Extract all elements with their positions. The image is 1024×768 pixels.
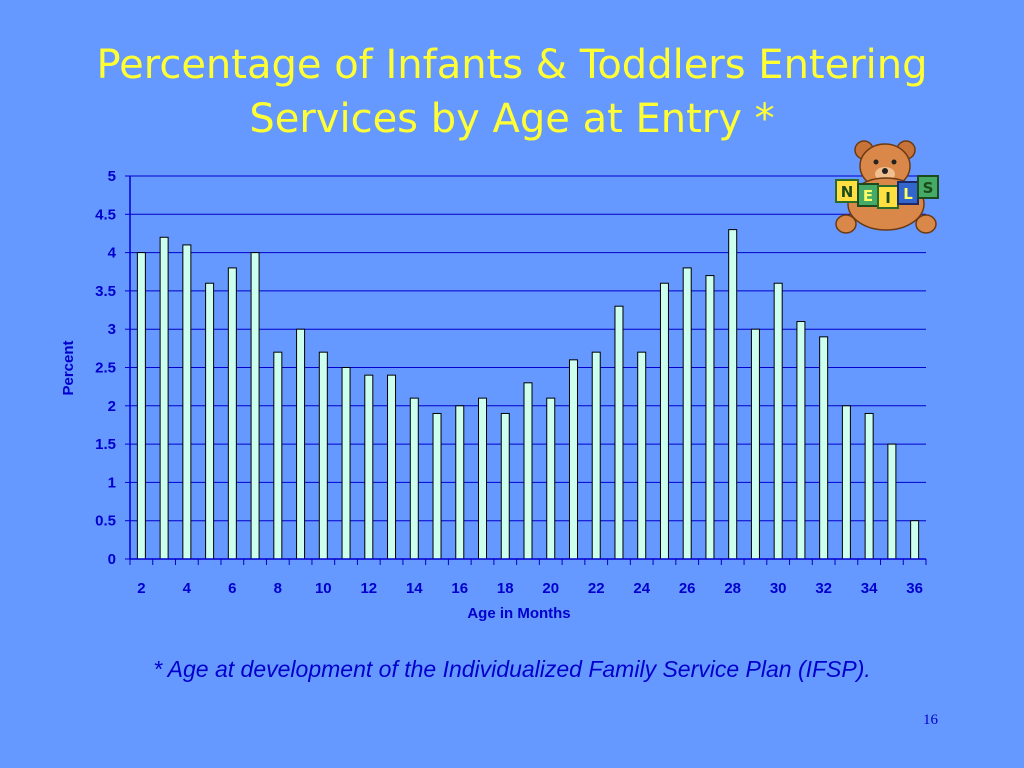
bar-age-14 xyxy=(409,397,419,560)
y-tick-label: 2.5 xyxy=(95,360,116,377)
y-tick-label: 4 xyxy=(108,245,117,262)
title-line-1: Percentage of Infants & Toddlers Enterin… xyxy=(96,42,928,88)
x-tick-label: 16 xyxy=(451,580,468,597)
bar-age-23 xyxy=(614,305,624,560)
bar-age-4 xyxy=(182,244,192,560)
bar-age-26 xyxy=(682,267,692,560)
bar-age-5 xyxy=(205,282,215,560)
bar-age-21 xyxy=(568,359,578,560)
x-tick-label: 36 xyxy=(906,580,923,597)
bars xyxy=(136,229,920,560)
y-tick-label: 1.5 xyxy=(95,436,116,453)
bar-age-28 xyxy=(728,229,738,560)
x-tick-label: 20 xyxy=(542,580,559,597)
x-tick-label: 18 xyxy=(497,580,514,597)
bar-age-34 xyxy=(864,412,874,560)
y-tick-label: 0 xyxy=(108,551,116,568)
bar-age-33 xyxy=(841,405,851,560)
bar-age-27 xyxy=(705,275,715,560)
bar-age-7 xyxy=(250,252,260,560)
logo-letter-s: S xyxy=(923,179,934,197)
bar-age-12 xyxy=(364,374,374,560)
logo-letter-e: E xyxy=(863,187,873,205)
x-tick-label: 26 xyxy=(679,580,696,597)
x-tick-labels: 2 4 6 8 10 12 14 16 18 20 22 24 26 28 30 32 34 36 xyxy=(137,580,923,597)
y-tick-labels: 0 0.5 1 1.5 2 2.5 3 3.5 4 4.5 5 xyxy=(95,168,117,568)
axes xyxy=(125,175,927,565)
bar-age-20 xyxy=(546,397,556,560)
y-axis-label: Percent xyxy=(60,340,77,395)
bar-age-32 xyxy=(819,336,829,560)
bar-age-30 xyxy=(773,282,783,560)
y-tick-label: 4.5 xyxy=(95,206,116,223)
bar-age-36 xyxy=(910,520,920,560)
bar-chart: 00.511.522.533.544.55 2 4 6 8 10 12 14 16 18 20 22… xyxy=(60,168,927,622)
x-tick-label: 14 xyxy=(406,580,423,597)
x-tick-label: 8 xyxy=(274,580,282,597)
bar-age-3 xyxy=(159,236,169,560)
y-tick-label: 3 xyxy=(108,321,116,338)
y-tick-label: 5 xyxy=(108,168,116,185)
x-tick-label: 24 xyxy=(633,580,650,597)
bar-age-8 xyxy=(273,351,283,560)
x-tick-label: 10 xyxy=(315,580,332,597)
x-tick-label: 12 xyxy=(360,580,377,597)
bar-age-13 xyxy=(387,374,397,560)
bar-age-6 xyxy=(227,267,237,560)
x-tick-label: 22 xyxy=(588,580,605,597)
x-tick-label: 32 xyxy=(815,580,832,597)
x-tick-label: 30 xyxy=(770,580,787,597)
bar-age-15 xyxy=(432,412,442,560)
neils-teddy-bear-logo: N E I L S xyxy=(835,140,939,234)
y-tick-label: 3.5 xyxy=(95,283,116,300)
logo-letter-l: L xyxy=(903,185,913,203)
title-line-2: Services by Age at Entry * xyxy=(249,96,775,142)
x-tick-label: 34 xyxy=(861,580,878,597)
bar-age-2 xyxy=(136,252,146,560)
y-tick-label: 2 xyxy=(108,398,116,415)
bar-age-19 xyxy=(523,382,533,560)
bar-age-17 xyxy=(478,397,488,560)
x-tick-label: 2 xyxy=(137,580,145,597)
bar-age-24 xyxy=(637,351,647,560)
bar-age-9 xyxy=(296,328,306,560)
x-tick-label: 4 xyxy=(183,580,192,597)
y-tick-label: 1 xyxy=(108,474,116,491)
bar-age-35 xyxy=(887,443,897,560)
bar-age-11 xyxy=(341,367,351,560)
bar-age-22 xyxy=(591,351,601,560)
x-tick-label: 28 xyxy=(724,580,741,597)
bar-age-18 xyxy=(500,412,510,560)
bar-age-25 xyxy=(659,282,669,560)
x-tick-label: 6 xyxy=(228,580,236,597)
logo-letter-i: I xyxy=(885,189,891,207)
footnote: * Age at development of the Individualiz… xyxy=(153,656,871,682)
logo-letter-n: N xyxy=(841,183,854,201)
bar-age-29 xyxy=(750,328,760,560)
y-tick-label: 0.5 xyxy=(95,513,116,530)
bar-age-16 xyxy=(455,405,465,560)
bar-age-10 xyxy=(318,351,328,560)
slide-title: Percentage of Infants & Toddlers Enterin… xyxy=(0,38,1024,146)
bar-age-31 xyxy=(796,321,806,560)
x-axis-label: Age in Months xyxy=(467,605,570,622)
slide-number: 16 xyxy=(923,712,938,728)
